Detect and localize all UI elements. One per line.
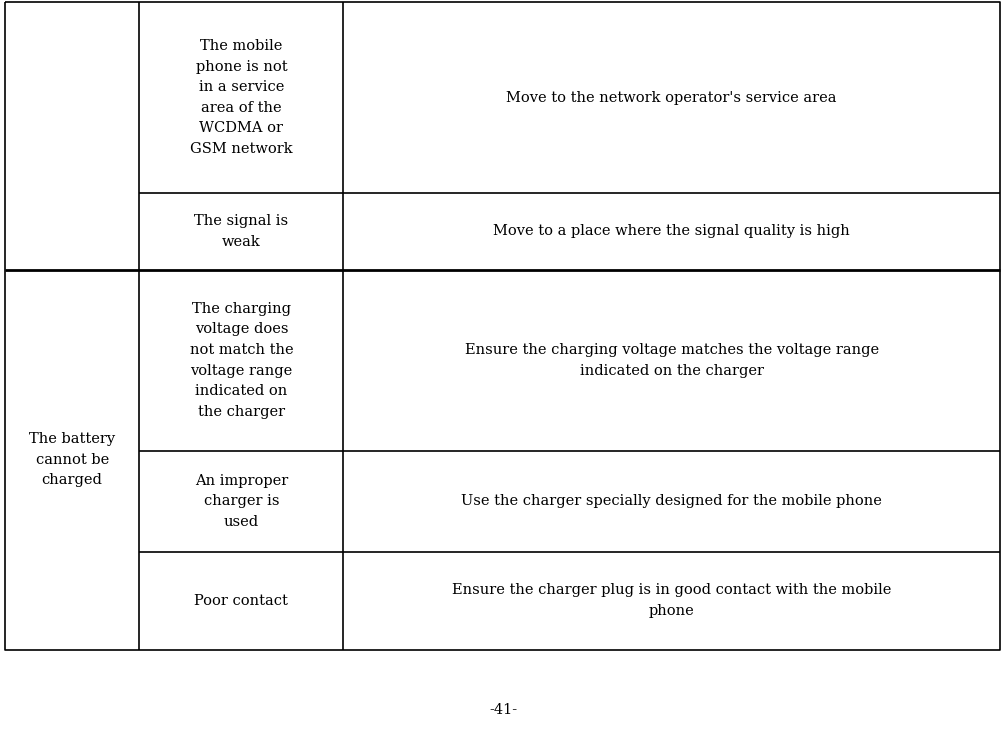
- Text: The battery
cannot be
charged: The battery cannot be charged: [29, 432, 115, 488]
- Text: An improper
charger is
used: An improper charger is used: [194, 474, 288, 529]
- Text: The mobile
phone is not
in a service
area of the
WCDMA or
GSM network: The mobile phone is not in a service are…: [190, 39, 293, 156]
- Text: Move to the network operator's service area: Move to the network operator's service a…: [507, 91, 837, 105]
- Text: The charging
voltage does
not match the
voltage range
indicated on
the charger: The charging voltage does not match the …: [189, 302, 293, 419]
- Text: The signal is
weak: The signal is weak: [194, 214, 288, 249]
- Text: Ensure the charger plug is in good contact with the mobile
phone: Ensure the charger plug is in good conta…: [452, 584, 891, 618]
- Text: Use the charger specially designed for the mobile phone: Use the charger specially designed for t…: [461, 494, 882, 508]
- Text: Move to a place where the signal quality is high: Move to a place where the signal quality…: [493, 225, 850, 239]
- Text: Poor contact: Poor contact: [194, 593, 288, 607]
- Text: -41-: -41-: [489, 703, 518, 717]
- Text: Ensure the charging voltage matches the voltage range
indicated on the charger: Ensure the charging voltage matches the …: [464, 343, 879, 378]
